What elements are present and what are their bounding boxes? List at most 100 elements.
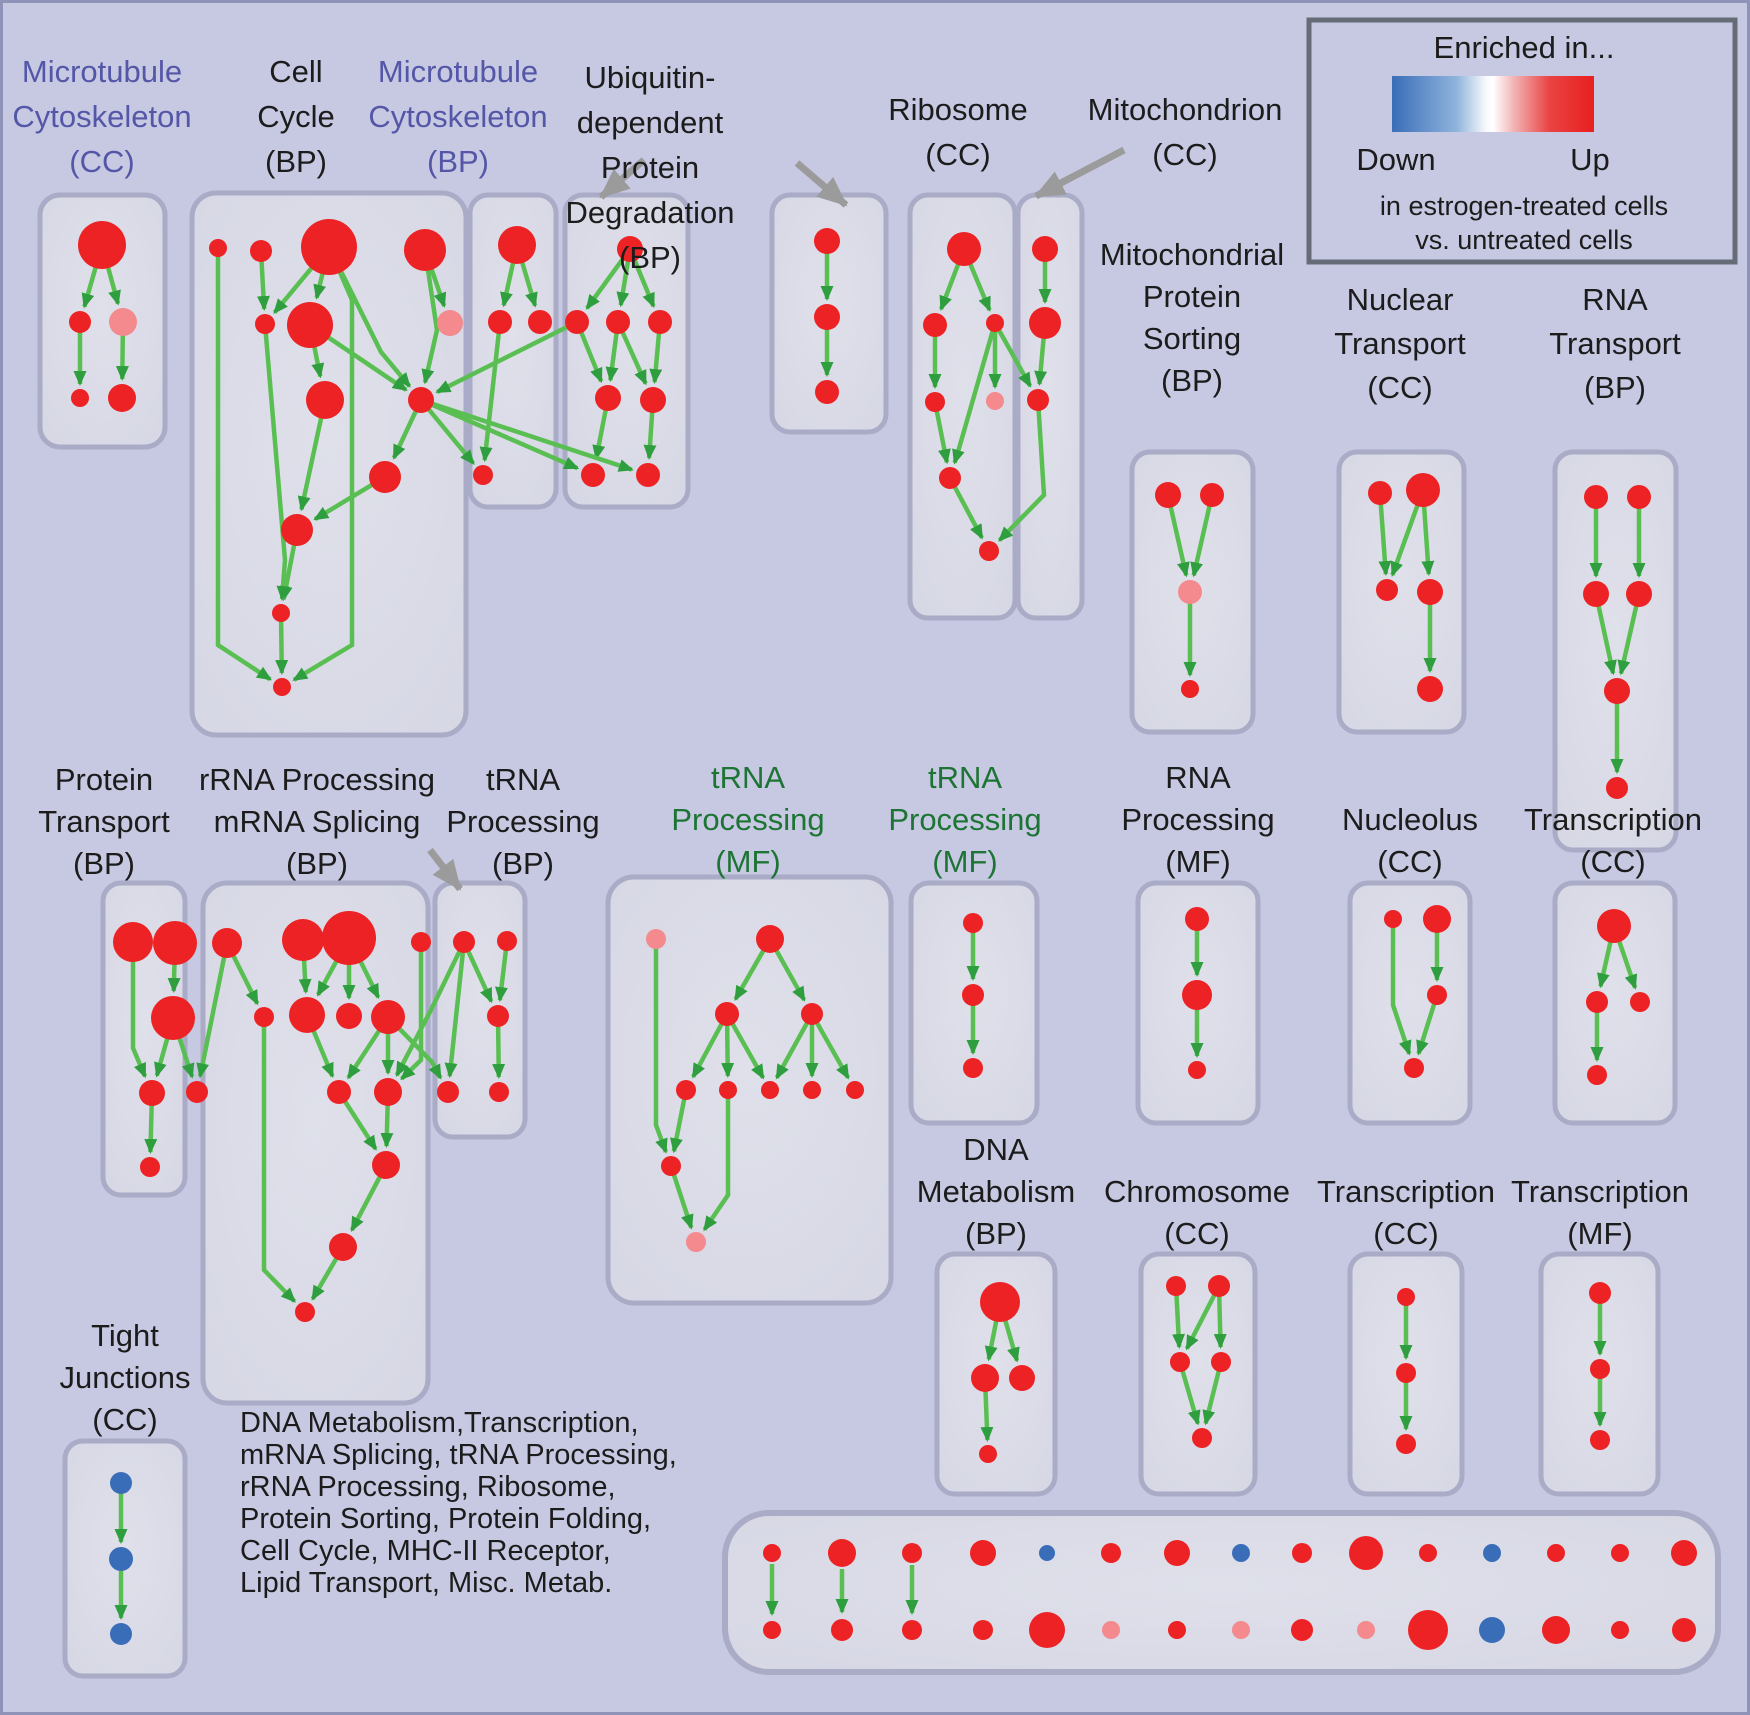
misc-clusters-text: rRNA Processing, Ribosome, bbox=[240, 1471, 616, 1503]
go-term-node bbox=[186, 1081, 208, 1103]
edge-arrow bbox=[262, 323, 290, 602]
edge-arrow bbox=[421, 249, 440, 385]
go-term-node bbox=[971, 1364, 999, 1392]
cluster-label-ribosome: Ribosome bbox=[888, 92, 1028, 127]
cluster-label-rna_tr: Transport bbox=[1549, 326, 1681, 361]
cluster-label-trna_mf_sm: Processing bbox=[888, 802, 1041, 837]
cluster-label-trna_mf_sm: (MF) bbox=[932, 844, 997, 879]
go-term-node bbox=[1291, 1619, 1313, 1641]
cluster-label-trans_cc3: Transcription bbox=[1317, 1174, 1495, 1209]
go-term-node bbox=[140, 1157, 160, 1177]
cluster-label-mito: Mitochondrion bbox=[1088, 92, 1283, 127]
cluster-label-mps: Sorting bbox=[1143, 321, 1241, 356]
legend-down-label: Down bbox=[1356, 142, 1435, 177]
edge-arrow bbox=[386, 1015, 443, 1080]
go-term-node bbox=[828, 1539, 856, 1567]
go-term-node bbox=[250, 240, 272, 262]
go-term-node bbox=[1423, 905, 1451, 933]
go-term-node bbox=[473, 465, 493, 485]
go-term-node bbox=[581, 463, 605, 487]
go-term-node bbox=[1590, 1430, 1610, 1450]
go-term-node bbox=[69, 311, 91, 333]
cluster-label-mt_bp: Microtubule bbox=[378, 54, 538, 89]
go-term-node bbox=[1029, 307, 1061, 339]
go-term-node bbox=[979, 541, 999, 561]
go-term-node bbox=[371, 1000, 405, 1034]
go-term-node bbox=[1590, 1359, 1610, 1379]
cluster-label-nucleolus: Nucleolus bbox=[1342, 802, 1478, 837]
go-term-node bbox=[1404, 1058, 1424, 1078]
go-term-node bbox=[1232, 1544, 1250, 1562]
go-term-node bbox=[1630, 992, 1650, 1012]
go-term-node bbox=[846, 1081, 864, 1099]
go-term-node bbox=[1200, 483, 1224, 507]
edge-arrow bbox=[215, 248, 272, 682]
go-term-node bbox=[498, 226, 536, 264]
go-term-node bbox=[686, 1232, 706, 1252]
go-term-node bbox=[1584, 485, 1608, 509]
go-term-node bbox=[606, 310, 630, 334]
edge-arrow bbox=[1593, 593, 1617, 676]
misc-clusters-text: Protein Sorting, Protein Folding, bbox=[240, 1503, 651, 1535]
cluster-label-rrna: mRNA Splicing bbox=[214, 804, 421, 839]
edge-arrow bbox=[261, 1017, 297, 1303]
edge-arrow bbox=[1184, 1284, 1222, 1351]
go-term-node bbox=[1208, 1275, 1230, 1297]
go-term-node bbox=[970, 1540, 996, 1566]
pointer-arrow bbox=[427, 847, 463, 892]
go-term-node bbox=[108, 384, 136, 412]
cluster-box-nucleolus bbox=[1347, 880, 1473, 1126]
go-term-node bbox=[1357, 1621, 1375, 1639]
cluster-label-trans_mf: Transcription bbox=[1511, 1174, 1689, 1209]
cluster-label-cell_cycle: (BP) bbox=[265, 144, 327, 179]
edge-arrow bbox=[1165, 494, 1190, 578]
cluster-label-mps: (BP) bbox=[1161, 363, 1223, 398]
edge-arrow bbox=[1202, 1361, 1224, 1426]
go-term-node bbox=[273, 678, 291, 696]
edge-arrow bbox=[196, 942, 230, 1079]
misc-clusters-text: mRNA Splicing, tRNA Processing, bbox=[240, 1439, 677, 1471]
edge-arrow bbox=[275, 612, 289, 676]
cluster-label-rna_proc: (MF) bbox=[1165, 844, 1230, 879]
edge-arrow bbox=[1416, 994, 1440, 1056]
go-term-node bbox=[289, 997, 325, 1033]
go-term-node bbox=[986, 314, 1004, 332]
edge-arrow bbox=[993, 321, 1033, 388]
cluster-label-trna_mf_lg: tRNA bbox=[711, 760, 785, 795]
go-term-node bbox=[1397, 1288, 1415, 1306]
go-term-node bbox=[1178, 580, 1202, 604]
go-term-node bbox=[139, 1080, 165, 1106]
go-term-node bbox=[1166, 1276, 1186, 1296]
go-term-node bbox=[306, 381, 344, 419]
go-term-node bbox=[209, 239, 227, 257]
go-term-node bbox=[1479, 1617, 1505, 1643]
go-term-node bbox=[814, 304, 840, 330]
edge-arrow bbox=[668, 1165, 694, 1230]
go-term-node bbox=[374, 1078, 402, 1106]
go-term-node bbox=[756, 925, 784, 953]
go-term-node bbox=[1417, 676, 1443, 702]
go-term-node bbox=[153, 921, 197, 965]
go-term-node bbox=[301, 219, 357, 275]
cluster-label-mt_cc: Cytoskeleton bbox=[12, 99, 191, 134]
cluster-label-mps: Mitochondrial bbox=[1100, 237, 1284, 272]
go-term-node bbox=[1368, 481, 1392, 505]
go-term-node bbox=[113, 922, 153, 962]
go-term-node bbox=[1168, 1621, 1186, 1639]
cluster-label-rrna: (BP) bbox=[286, 846, 348, 881]
go-term-node bbox=[719, 1081, 737, 1099]
cluster-label-ubiquitin: Protein bbox=[601, 150, 699, 185]
edge-arrow bbox=[952, 322, 998, 465]
edge-arrow bbox=[479, 321, 503, 463]
go-term-node bbox=[1427, 985, 1447, 1005]
edge-arrow bbox=[1190, 494, 1215, 578]
cluster-box-chromosome bbox=[1138, 1251, 1258, 1497]
go-term-node bbox=[151, 996, 195, 1040]
go-term-node bbox=[372, 1151, 400, 1179]
pointer-arrow bbox=[1034, 146, 1126, 200]
go-term-node bbox=[1181, 680, 1199, 698]
go-term-node bbox=[1406, 473, 1440, 507]
go-term-node bbox=[1384, 910, 1402, 928]
go-term-node bbox=[902, 1543, 922, 1563]
go-term-node bbox=[1170, 1352, 1190, 1372]
